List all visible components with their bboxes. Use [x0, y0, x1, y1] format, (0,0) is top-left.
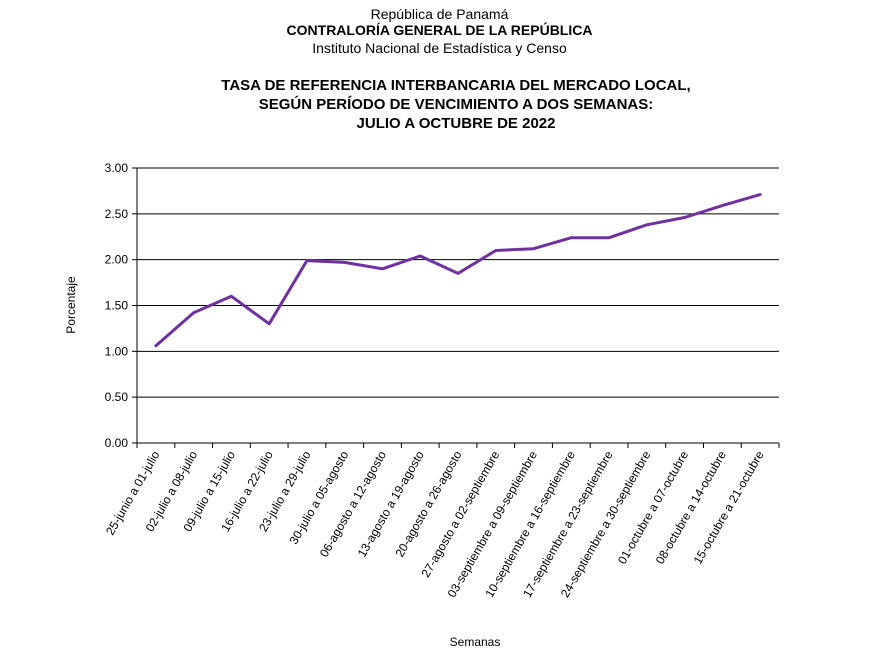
x-tick-label: 20-agosto a 26-agosto: [392, 448, 464, 559]
y-tick-label: 0.00: [105, 436, 129, 450]
institution-department: Instituto Nacional de Estadística y Cens…: [312, 40, 567, 56]
data-point: [570, 237, 572, 239]
y-tick-label: 1.00: [105, 344, 129, 358]
data-point: [268, 323, 270, 325]
data-point: [419, 255, 421, 257]
data-point: [721, 205, 723, 207]
y-tick-label: 3.00: [105, 161, 129, 175]
institution-name: CONTRALORÍA GENERAL DE LA REPÚBLICA: [286, 22, 593, 38]
x-tick-label: 13-agosto a 19-agosto: [355, 448, 427, 559]
data-point: [495, 250, 497, 251]
y-tick-label: 1.50: [105, 299, 129, 313]
x-tick-label: 06-agosto a 12-agosto: [317, 448, 389, 559]
series-group: [154, 193, 762, 348]
chart-title-line-3: JULIO A OCTUBRE DE 2022: [356, 115, 556, 132]
gridlines: [137, 167, 779, 398]
x-tick-label: 08-octubre a 14-octubre: [653, 448, 729, 566]
data-point: [457, 272, 459, 274]
data-point: [230, 295, 232, 297]
data-point: [533, 248, 535, 250]
data-point: [344, 261, 346, 263]
data-point: [608, 237, 610, 239]
y-tick-label: 2.00: [105, 253, 129, 267]
data-point: [155, 345, 157, 347]
axes: [136, 168, 779, 444]
data-point: [684, 217, 686, 218]
x-tick-label: 15-octubre a 21-octubre: [691, 448, 767, 566]
data-point: [193, 312, 195, 314]
chart-title-line-2: SEGÚN PERÍODO DE VENCIMIENTO A DOS SEMAN…: [258, 96, 654, 113]
x-axis-label: Semanas: [450, 635, 501, 649]
data-point: [306, 260, 308, 262]
data-point: [759, 194, 761, 196]
institution-country: República de Panamá: [370, 6, 509, 22]
data-point: [646, 224, 648, 226]
y-tick-label: 0.50: [105, 390, 129, 404]
y-axis-ticks: 0.00 0.50 1.00 1.50 2.00 2.50 3.00: [105, 161, 137, 450]
chart-title-line-1: TASA DE REFERENCIA INTERBANCARIA DEL MER…: [221, 77, 691, 94]
x-tick-label: 01-octubre a 07-octubre: [615, 448, 691, 566]
series-line: [154, 193, 762, 348]
y-tick-label: 2.50: [105, 207, 129, 221]
y-axis-label: Porcentaje: [64, 276, 78, 334]
data-point: [381, 268, 383, 270]
